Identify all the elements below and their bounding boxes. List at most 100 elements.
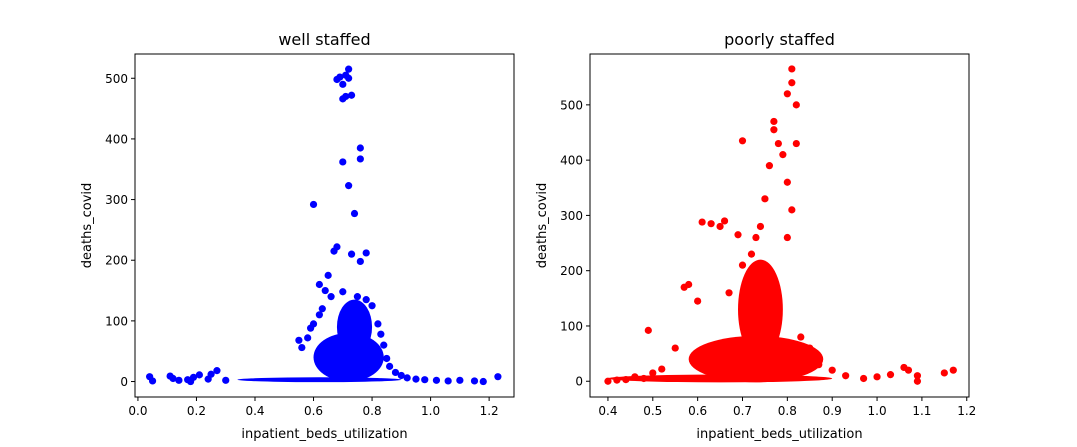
scatter-point xyxy=(685,280,693,289)
subplot-title: well staffed xyxy=(278,30,370,49)
scatter-point xyxy=(421,376,429,384)
scatter-cluster xyxy=(313,333,384,382)
scatter-point xyxy=(694,297,702,305)
scatter-point xyxy=(720,217,729,225)
scatter-point xyxy=(222,376,230,384)
scatter-point xyxy=(403,374,411,382)
scatter-point xyxy=(649,369,657,377)
scatter-point xyxy=(295,336,303,344)
scatter-point xyxy=(671,344,679,352)
scatter-point xyxy=(397,371,405,380)
scatter-point xyxy=(631,373,639,381)
scatter-point xyxy=(298,343,306,352)
scatter-point xyxy=(747,250,756,258)
scatter-point xyxy=(792,139,800,148)
subplot-title: poorly staffed xyxy=(724,30,835,49)
scatter-point xyxy=(788,79,796,87)
scatter-point xyxy=(456,376,464,384)
x-tick-label: 0.7 xyxy=(733,404,752,418)
scatter-point xyxy=(195,371,203,379)
scatter-point xyxy=(356,257,364,266)
y-tick-label: 300 xyxy=(560,209,583,223)
scatter-point xyxy=(383,354,391,363)
scatter-point xyxy=(342,92,350,101)
scatter-point xyxy=(788,65,796,73)
scatter-point xyxy=(368,302,376,310)
y-tick-label: 500 xyxy=(105,72,128,86)
scatter-point xyxy=(345,74,353,82)
scatter-point xyxy=(169,374,177,383)
scatter-point xyxy=(873,373,881,381)
x-axis-ticks: 0.4 0.5 0.6 0.7 0.8 0.9 1.0 1.1 1.2 xyxy=(598,397,976,418)
scatter-point xyxy=(444,377,452,385)
scatter-point xyxy=(913,372,922,380)
x-axis-ticks: 0.0 0.2 0.4 0.6 0.8 1.0 1.2 xyxy=(128,397,499,418)
scatter-point xyxy=(752,233,760,242)
scatter-point xyxy=(345,182,353,190)
x-axis-label: inpatient_beds_utilization xyxy=(696,427,862,442)
scatter-point xyxy=(470,377,479,385)
scatter-point xyxy=(148,377,157,385)
scatter-point xyxy=(725,289,733,297)
scatter-point xyxy=(175,376,183,384)
axes-frame xyxy=(589,53,970,398)
scatter-point xyxy=(913,377,922,385)
scatter-point xyxy=(479,377,487,386)
scatter-point xyxy=(336,73,344,81)
y-tick-label: 300 xyxy=(105,193,128,207)
y-tick-label: 0 xyxy=(575,375,583,389)
scatter-point xyxy=(380,341,388,349)
scatter-point xyxy=(321,286,329,295)
scatter-point xyxy=(374,320,382,328)
x-tick-label: 0.6 xyxy=(688,404,707,418)
y-tick-label: 500 xyxy=(560,98,583,112)
subplot-well-staffed: well staffed 0.0 0.2 0.4 0.6 0.8 1.0 1.2 0 100 2… xyxy=(80,30,515,442)
scatter-point xyxy=(362,296,370,304)
scatter-point xyxy=(315,280,323,289)
x-tick-label: 0.8 xyxy=(363,404,382,418)
y-tick-label: 100 xyxy=(105,314,128,328)
scatter-point xyxy=(347,250,356,258)
scatter-point xyxy=(806,344,814,352)
y-tick-label: 400 xyxy=(560,154,583,168)
scatter-point xyxy=(391,368,400,377)
x-axis-label: inpatient_beds_utilization xyxy=(241,427,407,442)
y-axis-label: deaths_covid xyxy=(80,183,95,268)
scatter-point xyxy=(309,200,318,209)
scatter-point xyxy=(494,373,502,381)
scatter-point xyxy=(339,288,347,296)
scatter-point xyxy=(356,144,364,152)
scatter-point xyxy=(658,365,666,373)
subplot-poorly-staffed: poorly staffed 0.4 0.5 0.6 0.7 0.8 0.9 1.0 1.1 1… xyxy=(535,30,976,442)
scatter-point xyxy=(304,334,312,342)
scatter-point xyxy=(940,369,948,377)
scatter-cluster xyxy=(688,335,824,383)
scatter-point xyxy=(412,375,420,383)
scatter-point xyxy=(698,218,706,226)
scatter-point xyxy=(333,243,341,251)
x-tick-label: 1.0 xyxy=(421,404,440,418)
scatter-point xyxy=(779,151,787,159)
scatter-point xyxy=(783,90,791,98)
scatter-point xyxy=(362,249,370,257)
scatter-points xyxy=(146,65,502,386)
scatter-point xyxy=(770,126,778,134)
y-tick-label: 200 xyxy=(105,254,128,268)
scatter-point xyxy=(756,222,765,231)
scatter-point xyxy=(842,372,850,380)
scatter-point xyxy=(324,271,332,279)
scatter-point xyxy=(738,261,747,269)
scatter-point xyxy=(339,158,347,166)
scatter-point xyxy=(347,91,356,99)
scatter-point xyxy=(640,374,648,383)
x-tick-label: 0.9 xyxy=(823,404,842,418)
scatter-point xyxy=(327,293,335,301)
scatter-point xyxy=(860,374,868,383)
x-tick-label: 0.2 xyxy=(187,404,206,418)
scatter-point xyxy=(815,361,823,369)
scatter-point xyxy=(613,376,621,384)
scatter-point xyxy=(904,366,913,374)
scatter-point xyxy=(207,370,215,378)
